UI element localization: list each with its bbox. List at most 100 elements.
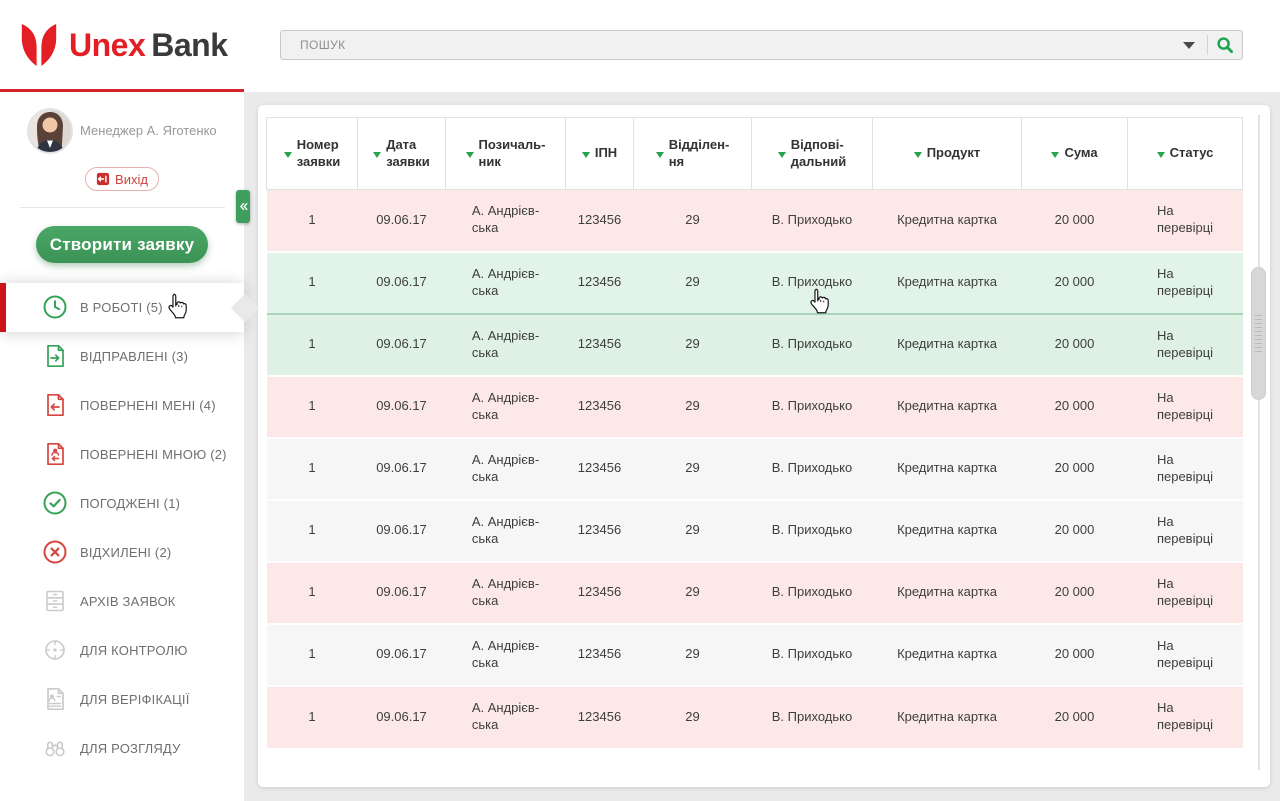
column-header-application-number[interactable]: Номер заявки [266,117,358,190]
cell-ipn: 123456 [565,189,634,252]
table-row[interactable]: 1 09.06.17 А. Андрієв- ська 123456 29 В. Прих… [266,498,1243,562]
cell-branch: 29 [633,189,752,252]
sort-icon[interactable] [283,151,292,162]
column-header-ipn[interactable]: ІПН [565,117,634,190]
column-header-application-date[interactable]: Дата заявки [357,117,446,190]
sort-icon[interactable] [1051,151,1060,162]
sidebar-item-label: ДЛЯ КОНТРОЛЮ [80,643,188,658]
sort-icon[interactable] [465,151,474,162]
brand-logo: Unex Bank [18,21,228,69]
logout-label: Вихід [115,171,148,187]
applications-table: Номер заявки Дата заявки Позичаль- ник ІПН В… [266,117,1243,748]
cell-status: На перевірці [1127,374,1243,438]
sort-icon[interactable] [373,151,382,162]
scrollbar-track[interactable] [1258,115,1260,770]
column-header-product[interactable]: Продукт [872,117,1022,190]
column-header-borrower[interactable]: Позичаль- ник [445,117,566,190]
create-application-label: Створити заявку [49,234,195,254]
cell-application-number: 1 [266,436,358,500]
brand-underline [0,89,244,92]
sidebar-item-returned-by-me[interactable]: ПОВЕРНЕНІ МНОЮ (2) [0,430,244,479]
cell-responsible: В. Приходько [751,189,873,252]
column-header-status[interactable]: Статус [1127,117,1243,190]
column-header-responsible[interactable]: Відпові- дальний [751,117,873,190]
cell-application-date: 09.06.17 [357,684,446,748]
cell-status: На перевірці [1127,250,1243,314]
logout-button[interactable]: Вихід [85,167,159,191]
sidebar-item-sent[interactable]: ВІДПРАВЛЕНІ (3) [0,332,244,381]
brand-name-primary: Unex [69,27,146,63]
table-row[interactable]: 1 09.06.17 А. Андрієв- ська 123456 29 В. Прих… [266,250,1243,314]
sort-icon[interactable] [655,151,664,162]
sidebar: Менеджер А. Яготенко Вихід Створити заяв… [0,92,244,801]
cell-amount: 20 000 [1021,250,1128,314]
column-header-label: Відпові- дальний [790,137,847,169]
search-button[interactable] [1208,31,1242,59]
avatar[interactable] [27,108,73,154]
sidebar-item-in-progress[interactable]: В РОБОТІ (5) [0,283,244,332]
table-row[interactable]: 1 09.06.17 А. Андрієв- ська 123456 29 В. Прих… [266,684,1243,748]
sidebar-item-label: ВІДХИЛЕНІ (2) [80,545,172,560]
table-row[interactable]: 1 09.06.17 А. Андрієв- ська 123456 29 В. Прих… [266,622,1243,686]
sidebar-collapse-button[interactable] [236,190,250,223]
sidebar-item-approved[interactable]: ПОГОДЖЕНІ (1) [0,479,244,528]
search-divider [1207,35,1208,55]
cell-branch: 29 [633,622,752,686]
cell-branch: 29 [633,312,752,376]
cell-application-date: 09.06.17 [357,250,446,314]
sidebar-item-rejected[interactable]: ВІДХИЛЕНІ (2) [0,528,244,577]
user-name: Менеджер А. Яготенко [80,123,217,138]
cell-ipn: 123456 [565,622,634,686]
sort-icon[interactable] [581,151,590,162]
table-row[interactable]: 1 09.06.17 А. Андрієв- ська 123456 29 В. Прих… [266,189,1243,252]
search-dropdown-icon[interactable] [1183,42,1195,55]
table-row[interactable]: 1 09.06.17 А. Андрієв- ська 123456 29 В. Прих… [266,374,1243,438]
cell-application-date: 09.06.17 [357,622,446,686]
table-header-row: Номер заявки Дата заявки Позичаль- ник ІПН В… [266,117,1243,190]
cell-application-number: 1 [266,498,358,562]
cross-circle-icon [42,539,68,565]
sidebar-item-for-control[interactable]: ДЛЯ КОНТРОЛЮ [0,626,244,675]
cell-status: На перевірці [1127,560,1243,624]
cell-responsible: В. Приходько [751,622,873,686]
archive-icon [42,588,68,614]
sidebar-item-for-verification[interactable]: ДЛЯ ВЕРІФІКАЦІЇ [0,675,244,724]
table-row[interactable]: 1 09.06.17 А. Андрієв- ська 123456 29 В. Прих… [266,560,1243,624]
sort-icon[interactable] [777,151,786,162]
cell-status: На перевірці [1127,312,1243,376]
cell-product: Кредитна картка [872,312,1022,376]
document-return-icon [42,392,68,418]
target-icon [42,637,68,663]
column-header-amount[interactable]: Сума [1021,117,1128,190]
cell-ipn: 123456 [565,312,634,376]
cell-branch: 29 [633,684,752,748]
cell-product: Кредитна картка [872,436,1022,500]
cell-borrower: А. Андрієв- ська [445,622,566,686]
cell-application-number: 1 [266,250,358,314]
cell-ipn: 123456 [565,436,634,500]
create-application-button[interactable]: Створити заявку [36,226,208,263]
sort-icon[interactable] [1156,151,1165,162]
sidebar-item-for-review[interactable]: ДЛЯ РОЗГЛЯДУ [0,724,244,773]
sidebar-item-label: ПОГОДЖЕНІ (1) [80,496,181,511]
search-icon [1217,37,1233,53]
cell-amount: 20 000 [1021,560,1128,624]
search-input[interactable] [281,31,1183,59]
cell-ipn: 123456 [565,374,634,438]
cell-amount: 20 000 [1021,374,1128,438]
sort-icon[interactable] [913,151,922,162]
cell-responsible: В. Приходько [751,250,873,314]
table-row[interactable]: 1 09.06.17 А. Андрієв- ська 123456 29 В. Прих… [266,312,1243,376]
cell-product: Кредитна картка [872,189,1022,252]
column-header-branch[interactable]: Відділен- ня [633,117,752,190]
cell-status: На перевірці [1127,436,1243,500]
cell-borrower: А. Андрієв- ська [445,436,566,500]
sidebar-item-archive[interactable]: АРХІВ ЗАЯВОК [0,577,244,626]
cell-branch: 29 [633,374,752,438]
cell-borrower: А. Андрієв- ська [445,250,566,314]
table-row[interactable]: 1 09.06.17 А. Андрієв- ська 123456 29 В. Прих… [266,436,1243,500]
cell-application-number: 1 [266,684,358,748]
scrollbar-thumb[interactable] [1251,267,1266,400]
sidebar-item-returned-to-me[interactable]: ПОВЕРНЕНІ МЕНІ (4) [0,381,244,430]
cell-ipn: 123456 [565,684,634,748]
